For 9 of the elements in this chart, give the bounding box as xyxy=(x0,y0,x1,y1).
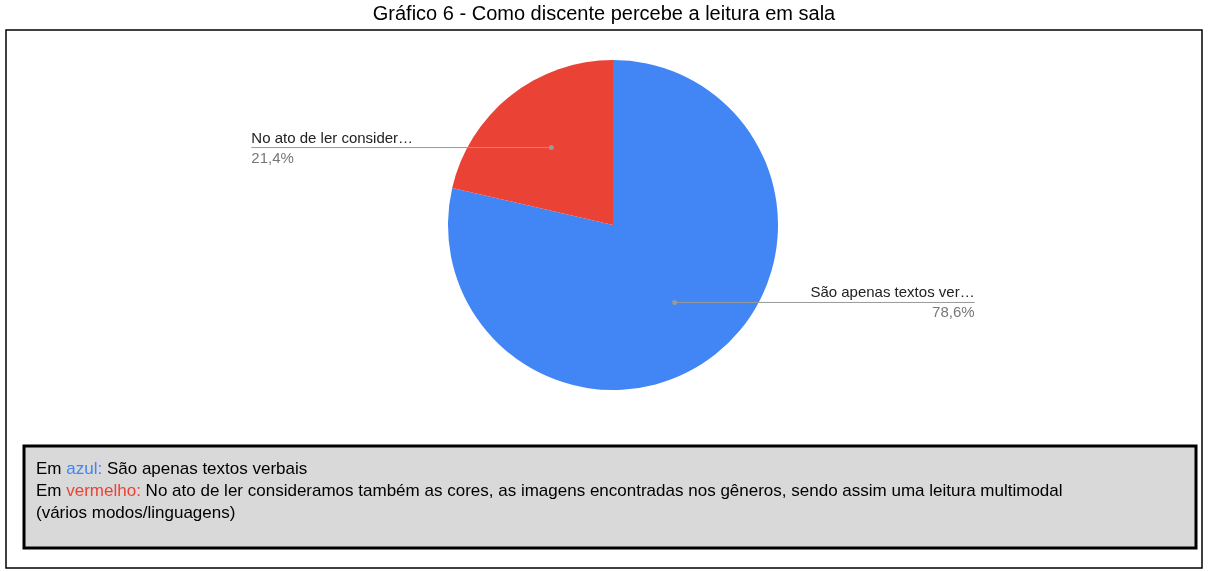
slice-label: São apenas textos ver… xyxy=(810,283,975,301)
slice-label: No ato de ler consider… xyxy=(251,128,414,146)
chart-title: Gráfico 6 - Como discente percebe a leitura em sala xyxy=(372,2,837,24)
data-label: 78,6% xyxy=(932,303,975,321)
pie-slice xyxy=(448,60,778,390)
data-label: 21,4% xyxy=(251,148,294,166)
text: Em azul: São apenas textos verbais xyxy=(36,459,308,478)
pie-slice xyxy=(452,60,613,225)
text: Em vermelho: No ato de ler consideramos também as cores, as imagens encontradas nos gêneros, sendo assim uma leitura multimodal (vários modos/linguagens) xyxy=(36,481,1063,522)
